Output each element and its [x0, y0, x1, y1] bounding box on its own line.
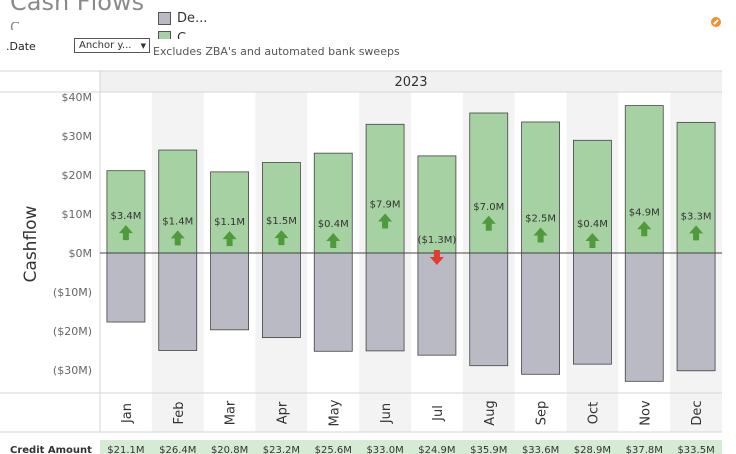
anchor-year-value: Anchor y... [79, 40, 132, 51]
month-label-jan: Jan [120, 403, 135, 424]
up-arrow-icon [637, 221, 652, 237]
debit-bar-sep [521, 252, 560, 375]
net-value-label: $2.5M [525, 214, 556, 225]
credit-bar-jun [365, 123, 405, 254]
dashboard-subtitle: C [10, 22, 20, 30]
credit-amount-cell: $25.6M [315, 445, 352, 454]
net-value-label: $1.1M [214, 217, 245, 228]
y-tick-label: $10M [62, 208, 93, 221]
legend-swatch-debit [158, 11, 171, 25]
net-value-label: $4.9M [629, 207, 660, 218]
up-arrow-icon [689, 225, 704, 241]
month-label-may: May [327, 399, 342, 426]
up-arrow-icon [170, 230, 185, 246]
y-tick-label: $30M [62, 130, 93, 143]
up-arrow-icon [585, 232, 600, 248]
up-arrow-icon [481, 215, 496, 231]
y-axis-title: Cashflow [21, 205, 41, 282]
net-value-label: $1.5M [266, 216, 297, 227]
up-arrow-icon [378, 213, 393, 229]
net-value-label: $0.4M [318, 219, 349, 230]
net-value-label: $0.4M [577, 219, 608, 230]
month-label-jul: Jul [431, 405, 446, 422]
debit-bar-mar [210, 252, 249, 331]
year-label: 2023 [394, 75, 427, 90]
debit-bar-may [313, 252, 353, 352]
legend-label-debit: De... [177, 10, 208, 26]
credit-amount-cell: $33.0M [366, 445, 403, 454]
y-tick-label: ($10M) [53, 286, 92, 299]
net-value-label: $3.3M [681, 211, 712, 222]
month-label-jun: Jun [379, 403, 394, 424]
month-label-nov: Nov [638, 400, 653, 426]
legend-item-credit[interactable]: C [158, 31, 207, 39]
credit-amount-cell: $33.5M [677, 445, 714, 454]
credit-bar-aug [469, 112, 509, 254]
legend: De... C [158, 8, 207, 39]
debit-bar-oct [573, 252, 612, 365]
month-label-aug: Aug [483, 400, 498, 425]
legend-label-credit: C [177, 31, 187, 39]
credit-amount-cell: $33.6M [522, 445, 559, 454]
credit-row-bg [100, 440, 722, 454]
filter-indicator-icon[interactable] [711, 17, 721, 27]
dropdown-caret-icon: ▼ [140, 42, 146, 50]
y-tick-label: $20M [62, 169, 93, 182]
exclusion-note: Excludes ZBA's and automated bank sweeps [153, 45, 400, 58]
up-arrow-icon [118, 225, 133, 241]
credit-amount-cell: $26.4M [159, 445, 196, 454]
month-label-feb: Feb [172, 401, 187, 424]
debit-bar-feb [158, 252, 198, 351]
date-filter-label: .Date [6, 40, 36, 53]
month-label-mar: Mar [224, 400, 239, 425]
credit-amount-cell: $23.2M [263, 445, 300, 454]
credit-amount-cell: $21.1M [107, 445, 144, 454]
y-tick-label: ($20M) [53, 325, 92, 338]
y-tick-label: $40M [62, 91, 93, 104]
debit-bar-dec [676, 252, 716, 372]
legend-swatch-credit [158, 31, 171, 39]
credit-amount-cell: $24.9M [418, 445, 455, 454]
debit-bar-jul [417, 252, 457, 356]
net-value-label: $7.9M [370, 199, 401, 210]
debit-bar-apr [262, 252, 301, 339]
debit-bar-jun [365, 252, 405, 352]
net-value-label: $7.0M [473, 202, 504, 213]
month-label-oct: Oct [586, 402, 601, 424]
credit-amount-cell: $28.9M [574, 445, 611, 454]
down-arrow-icon [429, 250, 444, 265]
net-value-label: ($1.3M) [418, 235, 457, 246]
y-tick-label: ($30M) [53, 364, 92, 377]
net-value-label: $3.4M [110, 211, 141, 222]
debit-bar-jan [106, 252, 146, 323]
up-arrow-icon [533, 227, 548, 243]
debit-bar-nov [624, 252, 664, 382]
up-arrow-icon [274, 230, 289, 246]
up-arrow-icon [222, 231, 237, 247]
credit-bar-jul [417, 155, 457, 254]
up-arrow-icon [326, 232, 341, 248]
net-value-label: $1.4M [162, 216, 193, 227]
dashboard-title: Cash Flows [10, 0, 145, 16]
legend-item-debit[interactable]: De... [158, 8, 207, 28]
credit-amount-cell: $35.9M [470, 445, 507, 454]
anchor-year-select[interactable]: Anchor y... ▼ [74, 38, 150, 53]
month-label-sep: Sep [535, 401, 550, 426]
month-label-dec: Dec [690, 400, 705, 425]
debit-bar-aug [469, 252, 509, 367]
credit-amount-cell: $37.8M [626, 445, 663, 454]
credit-row-label: Credit Amount [10, 445, 92, 454]
credit-amount-cell: $20.8M [211, 445, 248, 454]
month-label-apr: Apr [275, 401, 290, 424]
y-tick-label: $0M [69, 247, 93, 260]
year-header-bg [100, 71, 722, 92]
